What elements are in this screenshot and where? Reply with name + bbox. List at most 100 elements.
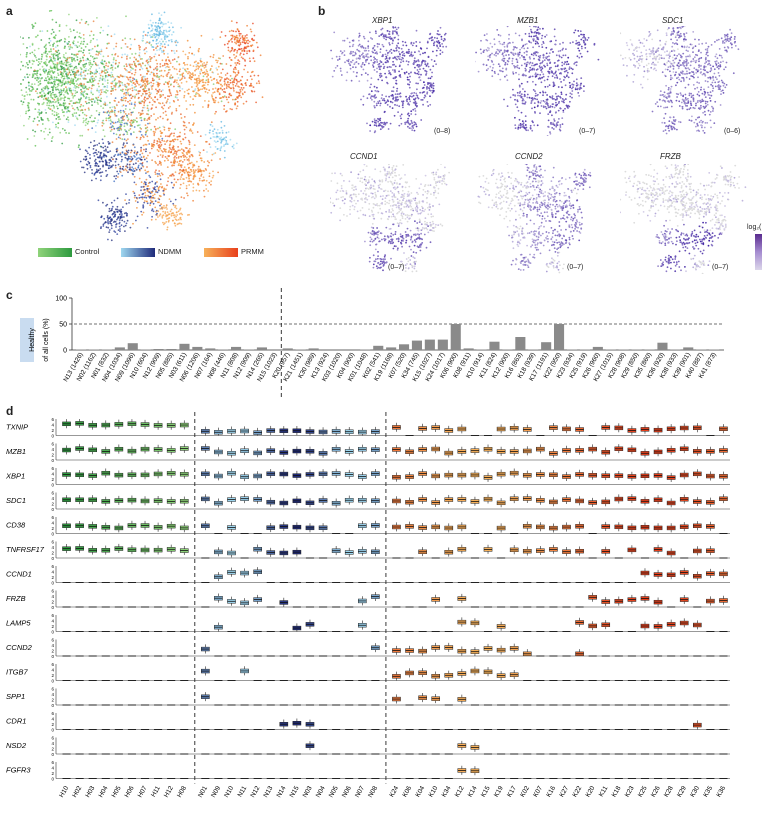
tsne-point — [116, 233, 119, 236]
tsne-point — [75, 71, 78, 74]
tsne-point — [147, 31, 150, 34]
tsne-point — [234, 75, 237, 78]
tsne-point — [41, 30, 44, 32]
tsne-point — [130, 133, 132, 136]
feature-point — [432, 89, 435, 92]
feature-point — [584, 39, 587, 41]
tsne-point — [154, 36, 157, 39]
tsne-point — [132, 168, 135, 170]
tsne-point — [235, 21, 238, 24]
tsne-point — [67, 61, 70, 64]
feature-point — [493, 43, 496, 46]
tsne-point — [242, 93, 244, 96]
tsne-point — [50, 32, 53, 35]
tsne-point — [144, 52, 146, 55]
feature-point — [553, 62, 556, 64]
tsne-point — [134, 119, 137, 122]
tsne-point — [92, 152, 95, 155]
tsne-point — [66, 82, 69, 85]
tsne-point — [161, 45, 164, 48]
tsne-point — [177, 164, 180, 167]
feature-point — [374, 30, 377, 33]
tsne-point — [198, 78, 201, 81]
tsne-point — [158, 32, 161, 35]
feature-point — [570, 67, 573, 70]
tsne-point — [37, 47, 40, 50]
tsne-point — [92, 93, 94, 96]
tsne-point — [63, 83, 66, 86]
feature-point — [368, 93, 371, 96]
tsne-point — [140, 119, 143, 122]
tsne-point — [150, 115, 153, 117]
tsne-point — [78, 60, 81, 63]
feature-point — [344, 61, 346, 64]
tsne-point — [33, 117, 36, 120]
tsne-point — [89, 41, 92, 44]
feature-point — [485, 48, 488, 51]
tsne-point — [72, 89, 75, 92]
tsne-point — [73, 58, 75, 61]
tsne-point — [180, 148, 183, 151]
feature-point — [401, 100, 403, 103]
feature-point — [402, 60, 405, 63]
tsne-point — [99, 168, 102, 170]
tsne-point — [221, 96, 224, 98]
tsne-point — [214, 146, 217, 148]
tsne-point — [141, 67, 144, 70]
feature-point — [350, 79, 353, 82]
tsne-point — [197, 182, 199, 185]
feature-point — [421, 60, 424, 63]
tsne-point — [89, 166, 92, 169]
tsne-point — [88, 146, 90, 149]
feature-point — [541, 60, 544, 63]
tsne-point — [92, 37, 95, 40]
tsne-point — [110, 209, 112, 212]
tsne-point — [125, 69, 127, 71]
tsne-point — [110, 64, 113, 67]
tsne-point — [148, 82, 151, 85]
legend-swatch-control — [38, 248, 72, 257]
feature-point — [379, 60, 382, 62]
tsne-point — [28, 84, 30, 87]
tsne-point — [179, 68, 182, 71]
tsne-point — [70, 79, 72, 82]
tsne-point — [97, 96, 100, 99]
tsne-point — [86, 72, 89, 75]
tsne-point — [148, 174, 151, 177]
feature-point — [523, 56, 526, 58]
tsne-point — [55, 123, 57, 126]
tsne-point — [157, 164, 159, 166]
tsne-point — [65, 68, 68, 71]
tsne-point — [96, 57, 98, 59]
feature-point — [490, 59, 493, 62]
feature-point — [420, 64, 423, 66]
tsne-cluster — [165, 34, 238, 115]
feature-point — [378, 43, 380, 46]
tsne-point — [211, 71, 214, 74]
tsne-point — [38, 120, 40, 122]
tsne-point — [135, 219, 137, 222]
tsne-point — [160, 74, 163, 77]
feature-point — [349, 45, 351, 48]
tsne-point — [61, 142, 64, 145]
tsne-point — [26, 138, 29, 140]
tsne-point — [94, 79, 97, 81]
tsne-point — [71, 113, 74, 116]
tsne-point — [50, 48, 52, 50]
tsne-point — [175, 211, 178, 214]
feature-point — [414, 61, 417, 63]
tsne-point — [66, 89, 68, 92]
tsne-point — [217, 57, 220, 60]
feature-point — [402, 100, 405, 103]
tsne-point — [71, 81, 74, 84]
tsne-point — [51, 113, 54, 115]
tsne-point — [78, 144, 80, 147]
feature-point — [512, 71, 514, 73]
tsne-point — [129, 88, 131, 90]
tsne-point — [44, 52, 47, 54]
feature-point — [516, 106, 519, 109]
tsne-point — [72, 80, 74, 82]
tsne-point — [175, 207, 178, 210]
tsne-point — [68, 68, 71, 71]
tsne-point — [155, 169, 157, 172]
